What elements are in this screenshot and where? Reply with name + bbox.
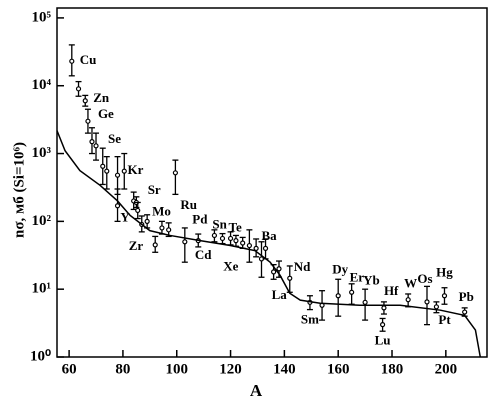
point xyxy=(85,118,91,124)
point xyxy=(114,203,121,209)
point xyxy=(159,225,165,231)
curve xyxy=(56,130,482,358)
point xyxy=(135,207,141,214)
point xyxy=(262,245,269,251)
point-label: Sm xyxy=(301,311,319,326)
point xyxy=(379,322,386,328)
point xyxy=(335,293,341,299)
point xyxy=(246,242,252,249)
point xyxy=(381,305,387,311)
point-label: Os xyxy=(417,271,432,286)
point-label: Pb xyxy=(459,289,474,304)
point-label: Sn xyxy=(212,216,227,231)
point xyxy=(253,245,259,251)
point xyxy=(144,218,150,224)
point-label: Ge xyxy=(98,106,114,121)
y-axis-label: nσ, мб (Si=10⁶) xyxy=(11,142,27,238)
y-tick-label: 10⁴ xyxy=(32,77,52,93)
point-label: Cd xyxy=(195,247,212,262)
plot-frame xyxy=(56,7,488,358)
point-label: Nd xyxy=(294,259,311,274)
point xyxy=(152,242,158,248)
point xyxy=(100,163,106,169)
point-label: La xyxy=(272,287,288,302)
x-tick-label: 80 xyxy=(115,361,130,377)
point xyxy=(82,98,88,104)
point-label: Yb xyxy=(363,272,380,287)
point xyxy=(219,235,226,242)
point xyxy=(287,275,293,281)
point xyxy=(121,168,127,174)
point xyxy=(349,289,355,295)
x-tick-label: 100 xyxy=(165,361,188,377)
point xyxy=(182,239,188,245)
point xyxy=(441,293,448,299)
point xyxy=(233,238,239,244)
point-label: Zr xyxy=(129,238,144,253)
point-label: Ba xyxy=(262,228,278,243)
y-tick-label: 10² xyxy=(32,213,52,229)
point xyxy=(240,240,246,246)
point-label: Y xyxy=(120,209,130,224)
point xyxy=(276,266,282,272)
point xyxy=(462,309,468,315)
point xyxy=(104,168,110,174)
point-label: Cu xyxy=(80,52,97,67)
x-axis-label: A xyxy=(250,381,263,400)
x-tick-label: 180 xyxy=(381,361,404,377)
point-label: Lu xyxy=(375,333,391,348)
point xyxy=(362,299,368,305)
point xyxy=(89,139,95,145)
x-tick-label: 60 xyxy=(62,361,77,377)
point-label: Zn xyxy=(93,90,110,105)
point-label: Hf xyxy=(384,283,399,298)
x-tick-label: 140 xyxy=(273,361,296,377)
y-tick-label: 10⁰ xyxy=(30,348,51,364)
y-tick-label: 10³ xyxy=(32,145,52,161)
point xyxy=(93,143,99,149)
point xyxy=(69,58,75,64)
y-tick-label: 10⁵ xyxy=(32,9,52,25)
point-label: Sr xyxy=(148,182,161,197)
y-tick-label: 10¹ xyxy=(32,281,52,297)
point-label: Pt xyxy=(438,312,451,327)
point-label: Te xyxy=(229,219,242,234)
point xyxy=(75,86,82,92)
point xyxy=(227,235,234,242)
point xyxy=(433,304,440,310)
point-label: Kr xyxy=(128,162,144,177)
point xyxy=(166,227,172,233)
point-label: Er xyxy=(350,269,365,284)
point-label: Ru xyxy=(180,197,197,212)
point-label: Xe xyxy=(223,259,238,274)
point xyxy=(424,299,430,305)
x-tick-label: 160 xyxy=(327,361,350,377)
point xyxy=(114,172,121,178)
x-tick-label: 120 xyxy=(219,361,242,377)
point-label: Hg xyxy=(436,265,453,280)
point-label: Mo xyxy=(152,203,171,218)
point xyxy=(211,232,218,239)
x-tick-label: 200 xyxy=(435,361,458,377)
point-label: Se xyxy=(108,131,121,146)
point xyxy=(405,297,411,303)
point-label: Dy xyxy=(332,262,348,277)
point xyxy=(172,170,178,176)
point xyxy=(271,269,277,275)
point-label: Pd xyxy=(192,212,208,227)
point-label: W xyxy=(404,276,417,291)
